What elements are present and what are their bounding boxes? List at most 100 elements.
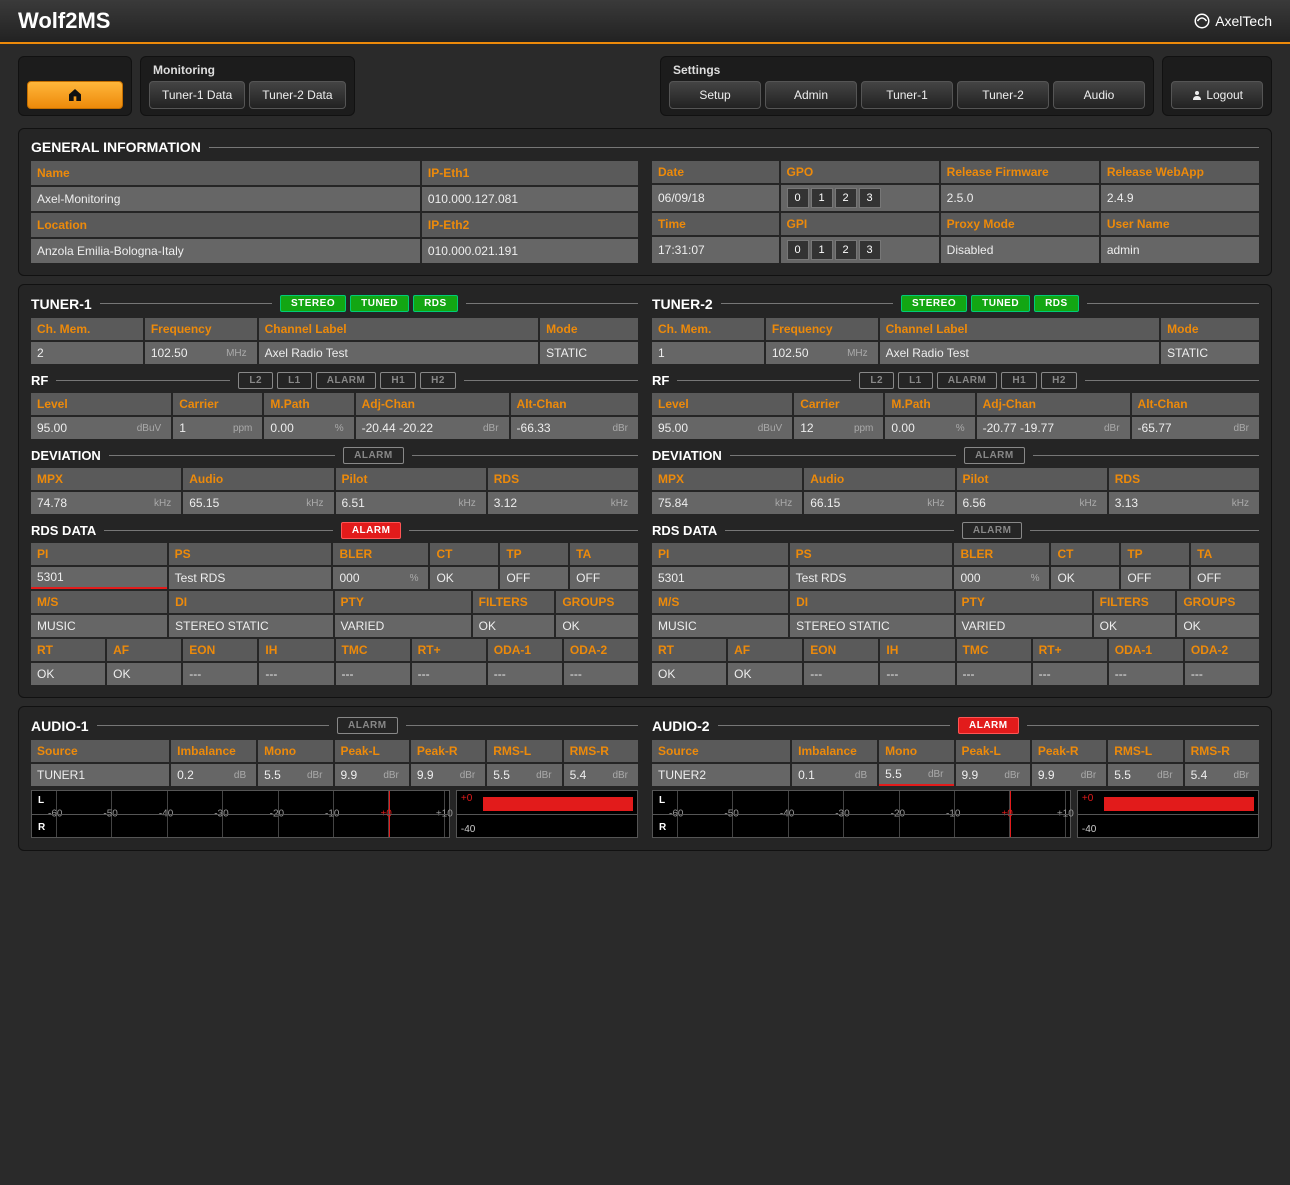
t1-filters: OK (479, 619, 549, 633)
t1-pty: VARIED (341, 619, 465, 633)
nav-tuner1-data[interactable]: Tuner-1 Data (149, 81, 245, 109)
t2-di: STEREO STATIC (796, 619, 947, 633)
t2-mpx: 75.84kHz (658, 496, 796, 510)
a2-mono: 5.5dBr (885, 767, 947, 781)
logout-button[interactable]: Logout (1171, 81, 1263, 109)
t2-ta: OFF (1197, 571, 1253, 585)
brand-logo: AxelTech (1193, 12, 1272, 30)
nav-label-settings: Settings (665, 61, 1149, 81)
gen-time-value: 17:31:07 (658, 243, 773, 257)
t1-title: TUNER-1 (31, 296, 92, 312)
t1-chmem: 2 (37, 346, 137, 360)
t2-ct: OK (1057, 571, 1113, 585)
nav-label-monitoring: Monitoring (145, 61, 350, 81)
gpo-buttons: 0 1 2 3 (787, 188, 881, 208)
nav-audio[interactable]: Audio (1053, 81, 1145, 109)
t2-mpath: 0.00% (891, 421, 968, 435)
t1-alt: -66.33dBr (517, 421, 632, 435)
home-button[interactable] (27, 81, 123, 109)
nav-bar: Monitoring Tuner-1 Data Tuner-2 Data Set… (0, 44, 1290, 120)
t1-eon: --- (189, 667, 251, 681)
panel-general-info: GENERAL INFORMATION Name IP-Eth1 Axel-Mo… (18, 128, 1272, 276)
a1-title: AUDIO-1 (31, 718, 89, 734)
gen-loc-label: Location (31, 213, 420, 237)
t1-ih: --- (265, 667, 327, 681)
t2-rds: 3.13kHz (1115, 496, 1253, 510)
a2-lr-meter: LR -60-50-40-30-20-10+0+10 (652, 790, 1071, 838)
t1-block: TUNER-1 STEREO TUNED RDS Ch. Mem. Freque… (31, 295, 638, 685)
t1-rds-alarm-badge: ALARM (341, 522, 402, 539)
t1-rds-badge: RDS (413, 295, 458, 312)
t1-ms: MUSIC (37, 619, 161, 633)
gpi-0[interactable]: 0 (787, 240, 809, 260)
t1-rds: 3.12kHz (494, 496, 632, 510)
t1-pi: 5301 (37, 570, 161, 584)
gpi-2[interactable]: 2 (835, 240, 857, 260)
a1-peakl: 9.9dBr (341, 768, 403, 782)
gen-date-value: 06/09/18 (658, 191, 773, 205)
t1-chlabel: Axel Radio Test (265, 346, 533, 360)
nav-setup[interactable]: Setup (669, 81, 761, 109)
t1-adj: -20.44 -20.22dBr (362, 421, 503, 435)
gen-relfw-label: Release Firmware (941, 161, 1099, 183)
gen-user-value: admin (1107, 243, 1253, 257)
t2-adj: -20.77 -19.77dBr (983, 421, 1124, 435)
t1-groups: OK (562, 619, 632, 633)
gen-loc-value: Anzola Emilia-Bologna-Italy (37, 244, 414, 258)
nav-group-home (18, 56, 132, 116)
nav-admin[interactable]: Admin (765, 81, 857, 109)
t1-carrier: 1ppm (179, 421, 256, 435)
t1-ct: OK (436, 571, 492, 585)
t1-level: 95.00dBuV (37, 421, 165, 435)
gpi-3[interactable]: 3 (859, 240, 881, 260)
gpo-0[interactable]: 0 (787, 188, 809, 208)
t2-bler: 000% (960, 571, 1043, 585)
t2-stereo-badge: STEREO (901, 295, 967, 312)
gen-ip1-label: IP-Eth1 (422, 161, 638, 185)
t2-eon: --- (810, 667, 872, 681)
nav-tuner2-data[interactable]: Tuner-2 Data (249, 81, 345, 109)
t1-freq: 102.50MHz (151, 346, 251, 360)
nav-tuner2[interactable]: Tuner-2 (957, 81, 1049, 109)
t2-oda1: --- (1115, 667, 1177, 681)
t1-stereo-badge: STEREO (280, 295, 346, 312)
nav-group-monitoring: Monitoring Tuner-1 Data Tuner-2 Data (140, 56, 355, 116)
gen-gpi-label: GPI (781, 213, 939, 235)
gpo-3[interactable]: 3 (859, 188, 881, 208)
t2-alt: -65.77dBr (1138, 421, 1253, 435)
gen-relwa-value: 2.4.9 (1107, 191, 1253, 205)
t2-ih: --- (886, 667, 948, 681)
gen-date-label: Date (652, 161, 779, 183)
t1-dev-alarm: ALARM (343, 447, 404, 464)
t2-tuned-badge: TUNED (971, 295, 1030, 312)
t2-rt: OK (658, 667, 720, 681)
t1-bler: 000% (339, 571, 422, 585)
t2-oda2: --- (1191, 667, 1253, 681)
t1-mpath: 0.00% (270, 421, 347, 435)
a1-lr-meter: LR -60-50-40-30-20-10+0+10 (31, 790, 450, 838)
a1-rmsr: 5.4dBr (570, 768, 632, 782)
t2-chlabel: Axel Radio Test (886, 346, 1154, 360)
t2-tmc: --- (963, 667, 1025, 681)
gpo-1[interactable]: 1 (811, 188, 833, 208)
t2-dev-alarm: ALARM (964, 447, 1025, 464)
a2-peakr: 9.9dBr (1038, 768, 1100, 782)
gen-relwa-label: Release WebApp (1101, 161, 1259, 183)
t2-freq: 102.50MHz (772, 346, 872, 360)
a2-source: TUNER2 (658, 768, 784, 782)
nav-tuner1[interactable]: Tuner-1 (861, 81, 953, 109)
a2-rmsr: 5.4dBr (1191, 768, 1253, 782)
gpo-2[interactable]: 2 (835, 188, 857, 208)
a1-peakr: 9.9dBr (417, 768, 479, 782)
t2-rtp: --- (1039, 667, 1101, 681)
gpi-1[interactable]: 1 (811, 240, 833, 260)
a1-alarm-badge: ALARM (337, 717, 398, 734)
t2-rds-badge: RDS (1034, 295, 1079, 312)
gen-gpo-label: GPO (781, 161, 939, 183)
topbar: Wolf2MS AxelTech (0, 0, 1290, 44)
t2-carrier: 12ppm (800, 421, 877, 435)
t2-mode: STATIC (1167, 346, 1253, 360)
t2-af: OK (734, 667, 796, 681)
gen-user-label: User Name (1101, 213, 1259, 235)
t2-pi: 5301 (658, 571, 782, 585)
